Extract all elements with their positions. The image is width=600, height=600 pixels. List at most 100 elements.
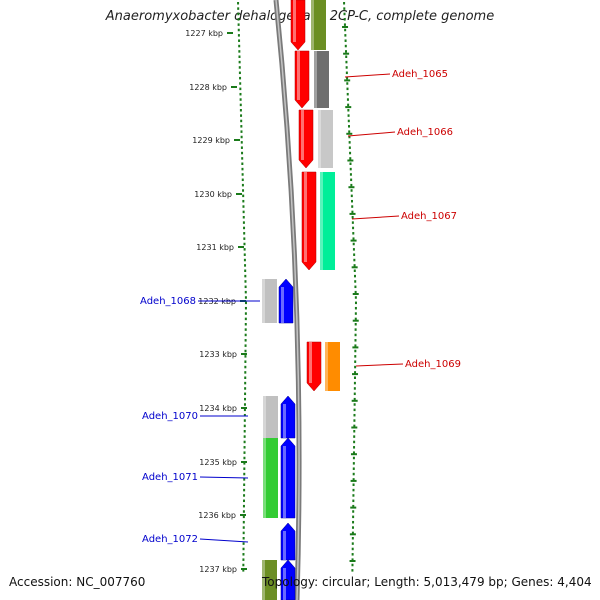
outer-tick (346, 132, 353, 135)
minor-tick (352, 248, 355, 251)
minor-tick (351, 531, 354, 535)
arrow-highlight (283, 531, 286, 560)
major-tick (227, 32, 233, 34)
minor-tick (353, 376, 356, 379)
minor-tick (243, 242, 246, 246)
minor-tick (346, 87, 349, 91)
minor-tick (243, 237, 246, 240)
minor-tick (343, 2, 346, 5)
minor-tick (242, 504, 245, 508)
minor-tick (239, 92, 242, 96)
arrow-highlight (297, 51, 300, 100)
minor-tick (238, 55, 241, 58)
minor-tick (353, 381, 356, 385)
minor-tick (242, 194, 245, 198)
outer-tick (348, 186, 355, 189)
major-tick (240, 514, 246, 516)
minor-tick (343, 12, 346, 16)
minor-tick (346, 98, 349, 101)
minor-tick (351, 205, 354, 208)
outer-tick (352, 293, 359, 295)
minor-tick (353, 413, 356, 417)
minor-tick (344, 39, 347, 42)
minor-tick (243, 446, 246, 449)
reverse-cog-box (262, 560, 277, 600)
minor-tick (354, 285, 357, 289)
minor-tick (243, 258, 246, 262)
minor-tick (239, 109, 242, 112)
minor-tick (353, 424, 356, 428)
minor-tick (352, 462, 355, 465)
arrow-highlight (281, 287, 284, 323)
minor-tick (346, 92, 349, 96)
outer-tick (349, 560, 356, 562)
outer-tick (350, 239, 357, 242)
minor-tick (244, 264, 247, 267)
tick-label: 1229 kbp (192, 136, 230, 145)
accession-text: Accession: NC_007760 (9, 575, 146, 589)
minor-tick (354, 306, 357, 310)
minor-tick (240, 135, 243, 139)
minor-tick (243, 413, 246, 417)
minor-tick (352, 478, 355, 481)
minor-tick (243, 248, 246, 251)
arrow-highlight (304, 172, 307, 262)
minor-tick (241, 157, 244, 160)
minor-tick (349, 167, 352, 171)
minor-tick (244, 355, 247, 358)
minor-tick (351, 563, 354, 567)
minor-tick (352, 504, 355, 508)
gene-labels: Adeh_1065 Adeh_1066 Adeh_1067 Adeh_1069 Adeh… (140, 69, 461, 545)
minor-tick (353, 269, 356, 272)
minor-tick (238, 50, 241, 53)
minor-tick (244, 328, 247, 331)
forward-gene-label: Adeh_1067 (401, 211, 457, 222)
minor-tick (351, 542, 354, 545)
minor-tick (353, 440, 356, 444)
tick-label: 1227 kbp (185, 29, 223, 38)
minor-tick (240, 130, 243, 133)
minor-tick (343, 23, 346, 26)
minor-tick (353, 253, 356, 256)
minor-tick (241, 173, 244, 176)
minor-tick (354, 355, 357, 358)
minor-tick (237, 34, 240, 37)
tick-label: 1237 kbp (199, 565, 237, 574)
minor-tick (239, 82, 242, 85)
minor-tick (243, 451, 246, 454)
minor-tick (244, 360, 247, 363)
minor-tick (241, 178, 244, 182)
minor-tick (345, 55, 348, 58)
minor-tick (242, 510, 245, 513)
minor-tick (346, 76, 349, 80)
minor-tick (244, 371, 247, 374)
major-tick (241, 461, 247, 463)
minor-tick (243, 232, 246, 235)
minor-tick (244, 269, 247, 272)
outer-tick (342, 26, 349, 28)
minor-tick (352, 494, 355, 497)
minor-tick (352, 520, 355, 524)
minor-tick (348, 135, 351, 139)
major-tick (236, 193, 242, 195)
forward-gene-label: Adeh_1066 (397, 127, 453, 138)
minor-tick (237, 28, 240, 32)
minor-tick (354, 365, 357, 369)
reverse-cog-box (263, 396, 278, 438)
minor-tick (240, 114, 243, 117)
reverse-gene-label: Adeh_1072 (142, 534, 198, 545)
minor-tick (350, 194, 353, 198)
major-tick (238, 246, 244, 248)
forward-cog-box (318, 110, 333, 168)
minor-tick (344, 44, 347, 48)
minor-tick (242, 558, 245, 561)
minor-tick (242, 210, 245, 214)
minor-tick (244, 285, 247, 289)
minor-tick (237, 2, 240, 5)
forward-strand-genes (290, 0, 322, 392)
minor-tick (353, 274, 356, 278)
outer-tick (347, 159, 354, 162)
outer-tick (350, 506, 357, 509)
minor-tick (244, 312, 247, 315)
minor-tick (241, 151, 244, 155)
